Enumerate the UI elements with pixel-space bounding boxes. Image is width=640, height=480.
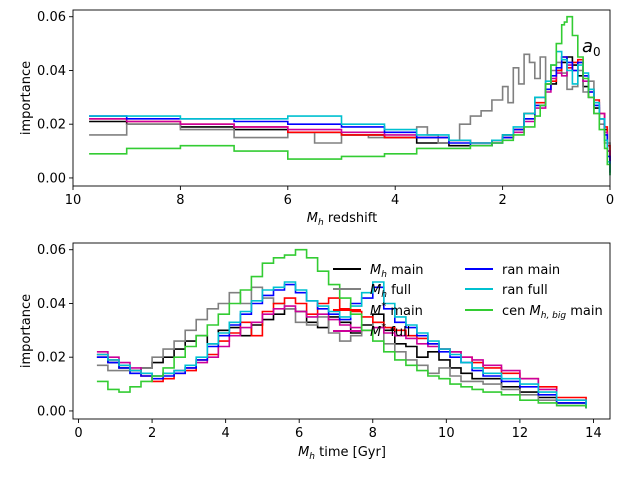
top-x-tick-label: 4 xyxy=(391,193,399,208)
legend-label-mstar-main-rest: main xyxy=(386,304,423,319)
legend-label-cen-main-main: M xyxy=(530,304,541,319)
top-y-tick-label: 0.06 xyxy=(37,10,66,25)
top-x-axis-label: Mh redshift xyxy=(307,211,377,228)
legend: Mh main Mh full M* main M* full ran main… xyxy=(333,263,603,340)
bottom-y-tick-label: 0.02 xyxy=(37,351,66,366)
top-x-tick-label: 2 xyxy=(498,193,506,208)
bottom-x-tick-label: 0 xyxy=(74,426,82,441)
bottom-x-axis-label-sub: h xyxy=(309,452,315,462)
bottom-x-axis-label-main: M xyxy=(298,445,309,460)
legend-label-cen-main-rest: main xyxy=(566,304,603,319)
legend-label-mh-main-rest: main xyxy=(387,263,424,278)
panel-annotation-main: a xyxy=(582,36,593,57)
bottom-series-m-h-main xyxy=(96,308,587,409)
bottom-x-tick-label: 14 xyxy=(585,426,602,441)
bottom-y-axis-label: importance xyxy=(19,294,34,368)
top-series-layer xyxy=(89,15,611,176)
top-x-tick-label: 8 xyxy=(176,193,184,208)
bottom-x-tick-label: 6 xyxy=(295,426,303,441)
legend-label-mstar-full-sup: * xyxy=(381,322,386,333)
bottom-ticks-layer: 0 2 4 6 8 10 12 14 0.00 0.02 0.04 0.06 xyxy=(37,243,602,441)
legend-label-mh-full-rest: full xyxy=(387,283,411,298)
top-y-axis-label: importance xyxy=(19,61,34,135)
panel-annotation-sub: 0 xyxy=(593,45,601,59)
top-axes-frame xyxy=(72,9,611,187)
legend-label-ran-main: ran main xyxy=(502,263,560,278)
legend-entry-mstar-main: M* main xyxy=(333,301,423,319)
legend-label-mstar-full-rest: full xyxy=(386,325,410,340)
legend-label-mh-full-main: M xyxy=(370,283,381,298)
legend-label-cen-main-sub: h, big xyxy=(541,311,567,321)
legend-label-mh-main-main: M xyxy=(370,263,381,278)
top-x-axis-label-main: M xyxy=(307,211,318,226)
top-y-tick-label: 0.00 xyxy=(37,171,66,186)
top-y-tick-label: 0.04 xyxy=(37,64,66,79)
top-x-tick-label: 10 xyxy=(65,193,82,208)
top-series-cen-m-h-big-main xyxy=(89,15,611,176)
bottom-y-tick-label: 0.04 xyxy=(37,297,66,312)
top-series-m-main xyxy=(89,56,611,168)
bottom-x-tick-label: 2 xyxy=(148,426,156,441)
bottom-panel: 0 2 4 6 8 10 12 14 0.00 0.02 0.04 0.06 importance M… xyxy=(19,242,611,462)
top-panel: 10 8 6 4 2 0 0.00 0.02 0.04 0.06 importance Mh re… xyxy=(19,9,614,228)
bottom-x-tick-label: 10 xyxy=(438,426,455,441)
legend-label-cen-main-prefix: cen xyxy=(502,304,530,319)
bottom-series-ran-full xyxy=(96,281,587,409)
top-x-axis-label-sub: h xyxy=(318,218,324,228)
legend-label-mstar-full: M* full xyxy=(370,322,410,340)
legend-entry-ran-main: ran main xyxy=(465,263,560,278)
legend-label-mstar-main-sup: * xyxy=(381,301,386,312)
legend-label-mh-main: Mh main xyxy=(370,263,424,280)
legend-entry-mh-main: Mh main xyxy=(333,263,424,280)
legend-label-ran-full: ran full xyxy=(502,283,548,298)
top-x-tick-label: 6 xyxy=(284,193,292,208)
top-series-m-h-main xyxy=(89,56,611,173)
legend-label-mh-main-sub: h xyxy=(381,270,387,280)
bottom-x-axis-label-rest: time [Gyr] xyxy=(315,445,386,460)
top-ticks-layer: 10 8 6 4 2 0 0.00 0.02 0.04 0.06 xyxy=(37,10,614,208)
legend-entry-cen-main: cen Mh, big main xyxy=(465,304,603,321)
legend-label-mh-full: Mh full xyxy=(370,283,411,300)
legend-label-mh-full-sub: h xyxy=(381,290,387,300)
bottom-x-axis-label: Mh time [Gyr] xyxy=(298,445,386,462)
legend-label-mstar-full-main: M xyxy=(370,325,381,340)
bottom-y-tick-label: 0.06 xyxy=(37,243,66,258)
legend-entry-ran-full: ran full xyxy=(465,283,548,298)
bottom-series-cen-m-h-big-main xyxy=(96,248,587,409)
bottom-x-tick-label: 8 xyxy=(369,426,377,441)
bottom-x-tick-label: 12 xyxy=(512,426,529,441)
top-x-tick-label: 0 xyxy=(606,193,614,208)
top-x-axis-label-rest: redshift xyxy=(324,211,378,226)
bottom-y-tick-label: 0.00 xyxy=(37,404,66,419)
legend-label-cen-main: cen Mh, big main xyxy=(502,304,603,321)
legend-label-mstar-main: M* main xyxy=(370,301,423,319)
top-y-tick-label: 0.02 xyxy=(37,118,66,133)
legend-label-mstar-main-main: M xyxy=(370,304,381,319)
bottom-series-layer xyxy=(96,248,587,409)
legend-entry-mstar-full: M* full xyxy=(333,322,410,340)
legend-entry-mh-full: Mh full xyxy=(333,283,411,300)
panel-annotation: a0 xyxy=(582,36,601,59)
bottom-x-tick-label: 4 xyxy=(221,426,229,441)
top-series-ran-main xyxy=(89,56,611,173)
bottom-axes-frame xyxy=(72,242,611,420)
